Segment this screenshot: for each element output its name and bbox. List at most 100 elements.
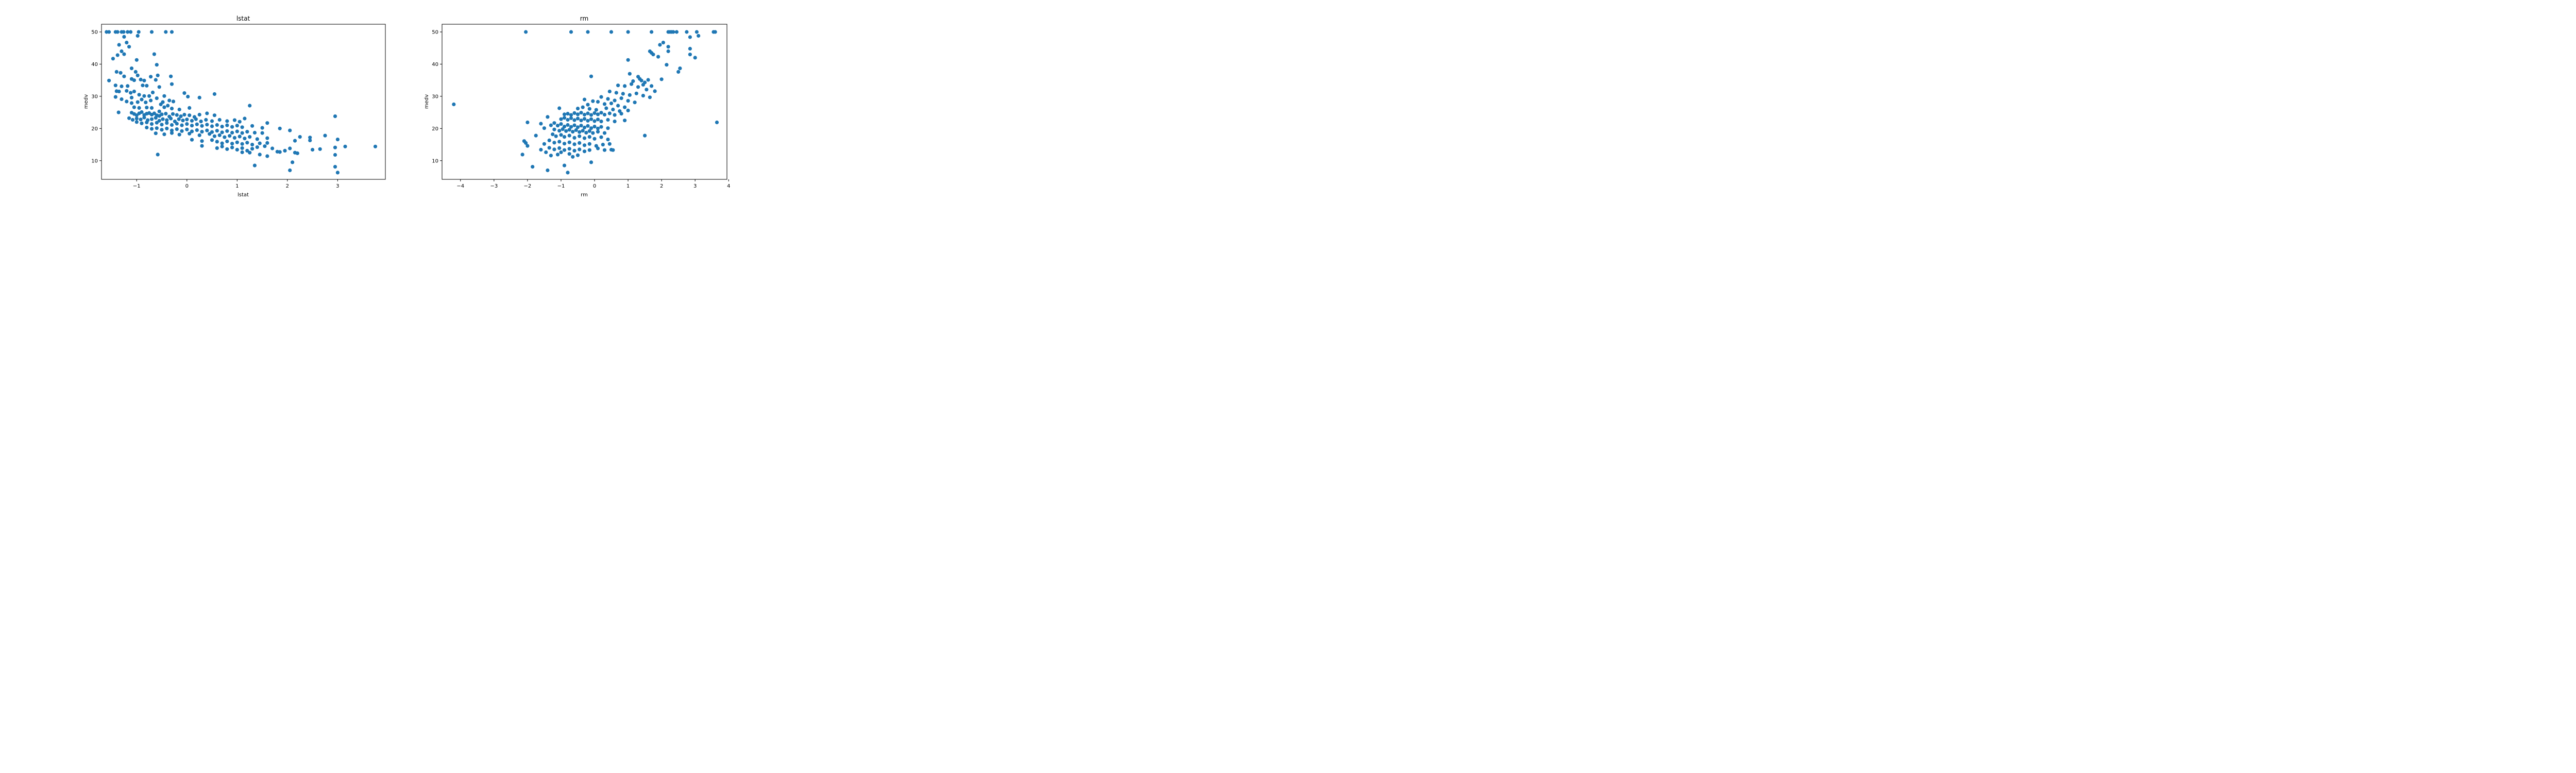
data-point <box>164 112 168 116</box>
lstat-scatter-panel: lstat −1 0 1 2 3 10 20 30 40 50 lstat medv <box>83 15 386 198</box>
data-point <box>200 144 204 148</box>
plot-area-frame <box>442 24 727 180</box>
data-point <box>333 165 337 169</box>
data-point <box>551 132 555 137</box>
data-point <box>215 123 219 127</box>
data-point <box>676 70 681 74</box>
data-point <box>602 112 607 117</box>
x-tick-label: 0 <box>593 183 596 189</box>
data-point <box>557 129 562 133</box>
data-point <box>204 117 208 122</box>
data-point <box>180 129 184 133</box>
data-point <box>252 130 257 135</box>
data-point <box>589 160 594 164</box>
data-point <box>567 152 571 156</box>
data-point <box>582 117 587 121</box>
data-point <box>562 148 567 152</box>
data-point <box>149 75 153 79</box>
data-point <box>572 118 577 122</box>
data-point <box>232 118 236 122</box>
data-point <box>323 133 327 138</box>
data-point <box>159 102 163 107</box>
data-point <box>134 120 139 124</box>
data-point <box>671 30 675 34</box>
data-point <box>245 141 249 145</box>
data-point <box>578 147 582 152</box>
data-point <box>578 134 582 138</box>
data-point <box>263 144 267 148</box>
data-point <box>531 165 535 169</box>
data-point <box>248 135 252 139</box>
data-point <box>554 134 558 138</box>
data-point <box>674 30 679 34</box>
data-point <box>586 103 590 107</box>
data-point <box>115 53 120 57</box>
data-point <box>175 127 179 131</box>
data-point <box>572 142 577 146</box>
y-axis-label: medv <box>424 94 430 109</box>
data-point <box>688 53 692 57</box>
data-point <box>205 123 209 127</box>
data-point <box>566 123 570 127</box>
data-point <box>578 141 582 145</box>
y-ticks: 10 20 30 40 50 <box>91 29 101 164</box>
data-point <box>557 106 562 110</box>
data-point <box>265 136 269 140</box>
data-point <box>591 99 595 103</box>
data-point <box>245 148 249 153</box>
rm-scatter-panel: rm −4 −3 −2 −1 0 1 2 3 4 10 20 30 40 50 rm medv <box>424 15 730 198</box>
data-point <box>127 116 131 120</box>
data-point <box>293 139 297 143</box>
data-point <box>113 95 117 99</box>
data-point <box>141 83 145 88</box>
data-point <box>252 163 257 167</box>
data-point <box>562 135 567 139</box>
data-point <box>606 117 610 122</box>
data-point <box>205 111 209 115</box>
data-point <box>665 63 669 67</box>
data-point <box>167 98 172 103</box>
data-point <box>129 66 134 71</box>
data-point <box>564 129 568 133</box>
data-point <box>587 148 591 152</box>
data-point <box>140 97 144 102</box>
data-point <box>596 99 600 104</box>
data-point <box>223 135 227 139</box>
data-point <box>230 130 234 135</box>
data-point <box>120 97 124 102</box>
y-tick-label: 50 <box>91 29 98 35</box>
data-point <box>248 150 252 155</box>
data-point <box>175 122 179 126</box>
data-point <box>623 84 627 88</box>
data-point <box>107 78 111 82</box>
data-point <box>291 160 295 164</box>
data-point <box>607 111 612 115</box>
data-point <box>571 130 575 134</box>
data-point <box>666 49 670 54</box>
data-point <box>547 138 551 142</box>
data-point <box>602 148 607 152</box>
data-point <box>185 127 189 131</box>
data-point <box>526 120 530 125</box>
data-point <box>631 79 635 83</box>
data-point <box>562 112 567 116</box>
x-tick-label: 4 <box>727 183 730 189</box>
data-point <box>613 98 617 103</box>
data-point <box>288 168 292 173</box>
data-point <box>601 143 605 147</box>
y-tick-label: 10 <box>91 158 98 164</box>
data-point <box>144 100 148 105</box>
data-point <box>539 122 543 126</box>
data-point <box>265 154 269 158</box>
data-point <box>185 122 189 126</box>
data-point <box>599 120 603 124</box>
data-point <box>155 126 159 130</box>
data-point <box>238 135 242 139</box>
data-point <box>230 142 234 146</box>
y-tick-label: 20 <box>432 126 438 132</box>
data-point <box>592 125 597 129</box>
data-point <box>149 30 154 34</box>
data-point <box>592 111 597 115</box>
data-point <box>616 83 620 88</box>
